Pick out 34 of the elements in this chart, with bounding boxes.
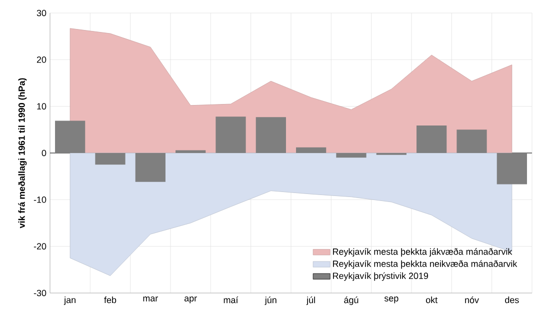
bar [55,120,86,153]
y-tick-label: 30 [36,10,46,16]
bar [135,153,166,182]
y-axis-title: vik frá meðallagi 1961 til 1990 (hPa) [18,78,27,228]
y-tick-label: 20 [36,56,46,63]
bar [296,147,326,153]
bar [176,150,206,153]
bar [216,116,246,153]
bar [456,130,487,153]
bar [416,125,447,153]
y-tick-label: 10 [37,103,46,110]
x-tick-label: apr [184,296,197,304]
x-tick-label: jún [264,296,276,305]
x-tick-label: nóv [465,296,479,304]
x-tick-label: sep [384,296,398,304]
y-tick-label: -20 [34,243,46,250]
bar [496,153,527,184]
x-tick-label: maí [224,296,238,304]
legend-label: Reykjavík mesta þekkta neikvæða mánaðarvik [333,260,518,269]
bar [336,153,366,158]
x-tick-label: mar [143,296,158,302]
y-tick-label: 0 [42,150,46,156]
x-tick-label: feb [104,296,116,304]
x-tick-label: ágú [344,296,358,305]
bar [95,153,126,165]
x-tick-label: jan [64,296,76,305]
x-tick-label: júl [306,296,315,305]
legend-label: Reykjavík þrýstivik 2019 [333,272,428,281]
x-tick-label: des [505,296,519,304]
x-tick-label: okt [426,296,438,304]
legend-label: Reykjavík mesta þekkta jákvæða mánaðarvik [333,248,512,257]
y-tick-label: -10 [34,196,46,203]
bar [256,117,286,153]
y-tick-label: -30 [34,290,46,296]
